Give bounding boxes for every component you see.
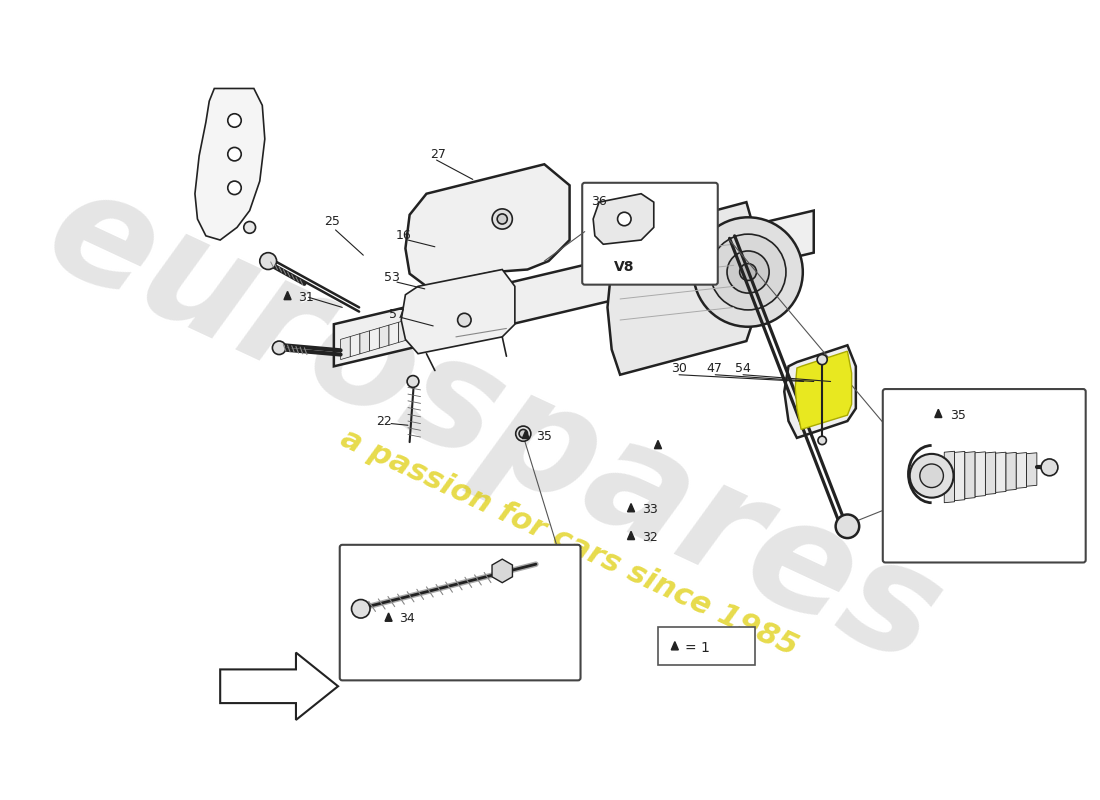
Polygon shape — [648, 246, 657, 274]
Circle shape — [407, 375, 419, 387]
FancyBboxPatch shape — [340, 545, 581, 680]
Polygon shape — [702, 233, 712, 255]
Polygon shape — [360, 330, 370, 354]
Polygon shape — [666, 242, 674, 268]
Polygon shape — [1006, 452, 1016, 490]
Text: V8: V8 — [614, 260, 635, 274]
Circle shape — [260, 253, 276, 270]
Text: 35: 35 — [536, 430, 552, 442]
Circle shape — [920, 464, 944, 487]
Polygon shape — [402, 270, 515, 354]
Polygon shape — [996, 452, 1006, 493]
Text: 30: 30 — [671, 362, 686, 374]
Circle shape — [617, 212, 631, 226]
Polygon shape — [195, 89, 265, 240]
Polygon shape — [428, 310, 438, 334]
Polygon shape — [620, 254, 629, 283]
Circle shape — [836, 514, 859, 538]
Polygon shape — [944, 451, 955, 502]
Polygon shape — [379, 325, 389, 348]
Text: eurospares: eurospares — [24, 154, 962, 697]
Text: 34: 34 — [399, 613, 416, 626]
Polygon shape — [607, 202, 763, 374]
Circle shape — [228, 181, 241, 194]
Text: 36: 36 — [592, 195, 607, 209]
Polygon shape — [629, 251, 638, 280]
Circle shape — [273, 341, 286, 354]
Circle shape — [516, 426, 531, 442]
Text: 57: 57 — [388, 308, 405, 321]
Text: 54: 54 — [735, 362, 750, 374]
Bar — [658, 627, 755, 666]
Polygon shape — [522, 430, 529, 438]
Circle shape — [458, 314, 471, 326]
Polygon shape — [284, 291, 292, 300]
Polygon shape — [795, 351, 851, 430]
Polygon shape — [935, 410, 942, 418]
Polygon shape — [784, 346, 856, 438]
Polygon shape — [220, 653, 338, 720]
Circle shape — [228, 114, 241, 127]
Text: 25: 25 — [323, 215, 340, 228]
Polygon shape — [406, 164, 570, 286]
Text: 35: 35 — [950, 409, 966, 422]
Polygon shape — [418, 314, 428, 337]
Text: 32: 32 — [642, 530, 658, 544]
Polygon shape — [398, 319, 408, 342]
Polygon shape — [674, 240, 684, 265]
Text: 33: 33 — [642, 503, 658, 516]
Polygon shape — [350, 334, 360, 357]
Polygon shape — [341, 337, 350, 359]
Polygon shape — [627, 531, 635, 539]
Polygon shape — [965, 452, 975, 498]
Text: = 1: = 1 — [685, 641, 710, 654]
Polygon shape — [975, 452, 986, 497]
Circle shape — [352, 599, 370, 618]
Text: 16: 16 — [395, 230, 411, 242]
Text: 53: 53 — [384, 271, 400, 285]
Polygon shape — [333, 210, 814, 366]
Polygon shape — [370, 328, 379, 351]
Polygon shape — [1016, 453, 1026, 488]
Text: 31: 31 — [298, 290, 315, 304]
Circle shape — [519, 430, 528, 438]
Polygon shape — [684, 238, 693, 262]
Polygon shape — [693, 235, 702, 258]
FancyBboxPatch shape — [582, 182, 718, 285]
Text: a passion for cars since 1985: a passion for cars since 1985 — [337, 424, 803, 662]
Polygon shape — [593, 194, 653, 244]
Polygon shape — [638, 249, 648, 277]
Polygon shape — [492, 559, 513, 582]
Polygon shape — [671, 642, 679, 650]
Circle shape — [739, 264, 757, 281]
Circle shape — [228, 147, 241, 161]
Circle shape — [711, 234, 786, 310]
Polygon shape — [389, 322, 398, 346]
FancyBboxPatch shape — [883, 389, 1086, 562]
Circle shape — [910, 454, 954, 498]
Polygon shape — [408, 317, 418, 339]
Polygon shape — [385, 613, 392, 622]
Circle shape — [492, 209, 513, 229]
Circle shape — [817, 354, 827, 365]
Circle shape — [497, 214, 507, 224]
Circle shape — [727, 251, 769, 293]
Circle shape — [244, 222, 255, 234]
Polygon shape — [1026, 453, 1037, 486]
Polygon shape — [654, 441, 661, 449]
Text: 27: 27 — [430, 148, 446, 161]
Circle shape — [818, 436, 826, 445]
Text: 22: 22 — [376, 414, 392, 427]
Polygon shape — [712, 230, 720, 252]
Circle shape — [1041, 459, 1058, 476]
Polygon shape — [720, 228, 729, 250]
Polygon shape — [986, 452, 996, 494]
Polygon shape — [657, 244, 665, 270]
Polygon shape — [955, 451, 965, 501]
Text: 47: 47 — [707, 362, 723, 374]
Circle shape — [693, 218, 803, 326]
Polygon shape — [627, 503, 635, 512]
